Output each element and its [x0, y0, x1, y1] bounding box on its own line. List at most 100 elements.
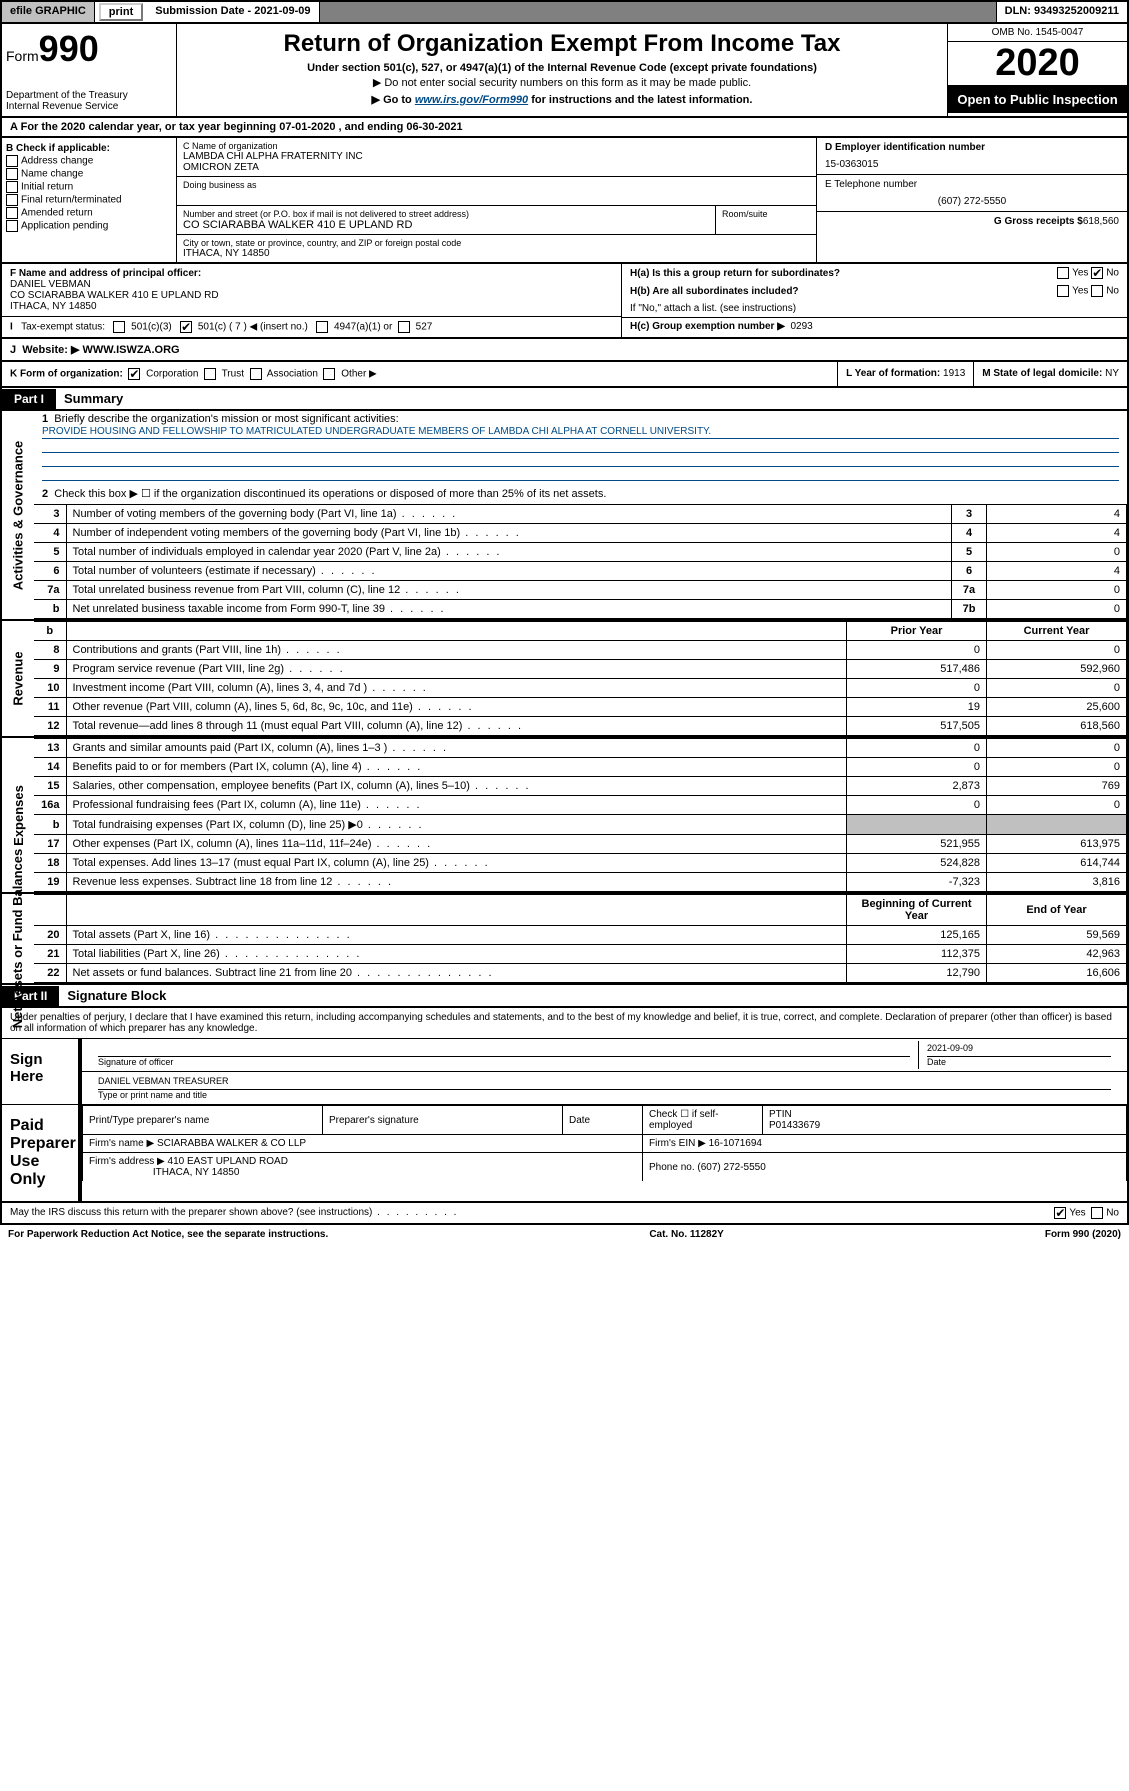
- form-header: Form990 Department of the Treasury Inter…: [0, 24, 1129, 118]
- tel-value: (607) 272-5550: [825, 196, 1119, 207]
- side-net-assets: Net Assets or Fund Balances: [11, 849, 26, 1028]
- k-assoc[interactable]: [250, 368, 262, 380]
- form-label: Form: [6, 48, 39, 64]
- part1-header: Part I: [2, 389, 56, 409]
- side-governance: Activities & Governance: [11, 440, 26, 590]
- footer-row: For Paperwork Reduction Act Notice, see …: [0, 1225, 1129, 1244]
- gross-label: G Gross receipts $: [994, 216, 1083, 227]
- discuss-text: May the IRS discuss this return with the…: [10, 1207, 372, 1218]
- print-button[interactable]: print: [99, 3, 143, 21]
- line1-label: Briefly describe the organization's miss…: [54, 413, 398, 425]
- discuss-yes[interactable]: [1054, 1207, 1066, 1219]
- submission-date: Submission Date - 2021-09-09: [147, 2, 319, 22]
- checkbox-name-change[interactable]: [6, 168, 18, 180]
- checkbox-app-pending[interactable]: [6, 220, 18, 232]
- hb-no[interactable]: [1091, 285, 1103, 297]
- tax-year: 2020: [948, 42, 1127, 86]
- hb-yes[interactable]: [1057, 285, 1069, 297]
- form-subtitle-1: Under section 501(c), 527, or 4947(a)(1)…: [183, 62, 941, 74]
- expenses-section: Expenses 13Grants and similar amounts pa…: [0, 738, 1129, 894]
- paperwork-notice: For Paperwork Reduction Act Notice, see …: [8, 1229, 328, 1240]
- tel-label: E Telephone number: [825, 179, 1119, 190]
- discuss-row: May the IRS discuss this return with the…: [0, 1203, 1129, 1225]
- checkbox-initial-return[interactable]: [6, 181, 18, 193]
- firm-name: SCIARABBA WALKER & CO LLP: [157, 1138, 306, 1149]
- org-name-2: OMICRON ZETA: [183, 162, 810, 173]
- ein-value: 15-0363015: [825, 159, 1119, 170]
- name-title-label: Type or print name and title: [98, 1090, 207, 1100]
- dln: DLN: 93493252009211: [997, 2, 1127, 22]
- org-city: ITHACA, NY 14850: [183, 248, 810, 259]
- topbar-gap: [320, 2, 997, 22]
- ein-label: D Employer identification number: [825, 142, 1119, 153]
- col-b-label: B Check if applicable:: [6, 143, 172, 154]
- checkbox-527[interactable]: [398, 321, 410, 333]
- org-address: CO SCIARABBA WALKER 410 E UPLAND RD: [183, 219, 709, 231]
- checkbox-address-change[interactable]: [6, 155, 18, 167]
- net-assets-table: Beginning of Current YearEnd of Year20To…: [34, 894, 1127, 983]
- irs-link[interactable]: www.irs.gov/Form990: [415, 94, 528, 106]
- part2-title: Signature Block: [59, 985, 174, 1006]
- ptin-value: P01433679: [769, 1120, 820, 1131]
- i-label: Tax-exempt status:: [21, 322, 105, 333]
- k-other[interactable]: [323, 368, 335, 380]
- revenue-table: bPrior YearCurrent Year8Contributions an…: [34, 621, 1127, 736]
- website-value: WWW.ISWZA.ORG: [82, 344, 179, 356]
- checkbox-final-return[interactable]: [6, 194, 18, 206]
- k-trust[interactable]: [204, 368, 216, 380]
- hc-value: 0293: [790, 321, 812, 332]
- k-label: K Form of organization:: [10, 369, 123, 380]
- form-footer: Form 990 (2020): [1045, 1229, 1121, 1240]
- cat-number: Cat. No. 11282Y: [649, 1229, 723, 1240]
- f-label: F Name and address of principal officer:: [10, 268, 613, 279]
- form-title: Return of Organization Exempt From Incom…: [183, 30, 941, 58]
- col-c: C Name of organization LAMBDA CHI ALPHA …: [177, 138, 817, 262]
- city-label: City or town, state or province, country…: [183, 238, 810, 248]
- k-corp[interactable]: [128, 368, 140, 380]
- omb-number: OMB No. 1545-0047: [948, 24, 1127, 42]
- l-value: 1913: [943, 368, 965, 379]
- part1-header-row: Part I Summary: [0, 388, 1129, 411]
- checkbox-501c3[interactable]: [113, 321, 125, 333]
- mission-text: PROVIDE HOUSING AND FELLOWSHIP TO MATRIC…: [42, 425, 1119, 439]
- checkbox-amended[interactable]: [6, 207, 18, 219]
- form-subtitle-3-post: for instructions and the latest informat…: [528, 94, 752, 106]
- open-public-badge: Open to Public Inspection: [948, 86, 1127, 113]
- checkbox-4947[interactable]: [316, 321, 328, 333]
- dept-label: Department of the Treasury: [6, 90, 172, 101]
- row-i: I Tax-exempt status: 501(c)(3) 501(c) ( …: [2, 317, 621, 337]
- org-name-1: LAMBDA CHI ALPHA FRATERNITY INC: [183, 151, 810, 162]
- row-k: K Form of organization: Corporation Trus…: [0, 362, 1129, 388]
- dba-label: Doing business as: [183, 180, 810, 190]
- paid-preparer-label: Paid Preparer Use Only: [2, 1105, 82, 1201]
- sig-officer-label: Signature of officer: [98, 1057, 173, 1067]
- checkbox-501c[interactable]: [180, 321, 192, 333]
- discuss-no[interactable]: [1091, 1207, 1103, 1219]
- perjury-text: Under penalties of perjury, I declare th…: [2, 1008, 1127, 1039]
- section-a: A For the 2020 calendar year, or tax yea…: [0, 118, 1129, 138]
- firm-addr-1: 410 EAST UPLAND ROAD: [168, 1156, 288, 1167]
- net-assets-section: Net Assets or Fund Balances Beginning of…: [0, 894, 1129, 985]
- hc-label: H(c) Group exemption number ▶: [630, 321, 785, 332]
- line2-text: Check this box ▶ ☐ if the organization d…: [54, 488, 606, 500]
- fgh-block: F Name and address of principal officer:…: [0, 264, 1129, 339]
- officer-addr: CO SCIARABBA WALKER 410 E UPLAND RD: [10, 290, 613, 301]
- firm-ein: 16-1071694: [709, 1138, 762, 1149]
- form-subtitle-3-pre: ▶ Go to: [372, 94, 415, 106]
- firm-addr-2: ITHACA, NY 14850: [153, 1167, 240, 1178]
- ha-yes[interactable]: [1057, 267, 1069, 279]
- col-d: D Employer identification number 15-0363…: [817, 138, 1127, 262]
- form-number: 990: [39, 28, 99, 69]
- sign-here-label: Sign Here: [2, 1039, 82, 1104]
- preparer-table: Print/Type preparer's name Preparer's si…: [82, 1105, 1127, 1181]
- governance-table: 3Number of voting members of the governi…: [34, 504, 1127, 619]
- hb-label: H(b) Are all subordinates included?: [630, 286, 799, 297]
- part1-title: Summary: [56, 388, 131, 409]
- top-bar: efile GRAPHIC print Submission Date - 20…: [0, 0, 1129, 24]
- ha-no[interactable]: [1091, 267, 1103, 279]
- officer-city: ITHACA, NY 14850: [10, 301, 613, 312]
- irs-label: Internal Revenue Service: [6, 101, 172, 112]
- officer-name-title: DANIEL VEBMAN TREASURER: [98, 1076, 1111, 1090]
- sig-date: 2021-09-09: [927, 1043, 1111, 1057]
- name-label: C Name of organization: [183, 141, 810, 151]
